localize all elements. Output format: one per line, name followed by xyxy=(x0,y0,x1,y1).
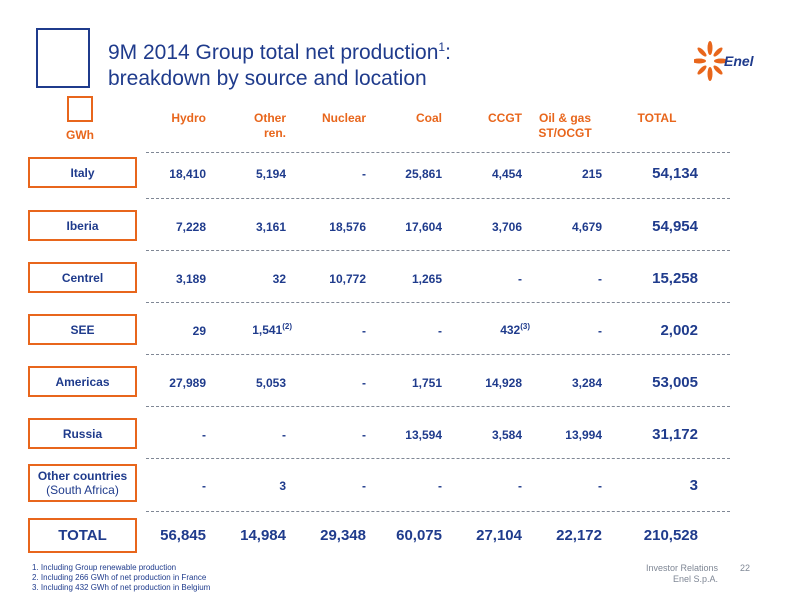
cell-russia-hydro: - xyxy=(202,428,206,442)
decorative-orange-square xyxy=(67,96,93,122)
cell-russia-nuclear: - xyxy=(362,428,366,442)
cell-iberia-ccgt: 3,706 xyxy=(491,220,522,234)
cell-russia-other: - xyxy=(282,428,286,442)
cell-iberia-total: 54,954 xyxy=(652,218,698,235)
cell-russia-oil: 13,994 xyxy=(565,428,602,442)
cell-centrel-coal: 1,265 xyxy=(411,272,442,286)
cell-americas-total: 53,005 xyxy=(652,374,698,391)
cell-centrel-other: 32 xyxy=(272,272,286,286)
row-label-centrel: Centrel xyxy=(28,262,137,293)
unit-label: GWh xyxy=(66,128,94,142)
cell-centrel-hydro: 3,189 xyxy=(175,272,206,286)
header-hydro: Hydro xyxy=(171,111,206,125)
cell-other-countries-other: 3 xyxy=(279,479,286,493)
cell-italy-coal: 25,861 xyxy=(405,167,442,181)
cell-centrel-total: 15,258 xyxy=(652,270,698,287)
cell-total-other: 14,984 xyxy=(240,527,286,544)
header-ccgt: CCGT xyxy=(488,111,522,125)
cell-iberia-hydro: 7,228 xyxy=(175,220,206,234)
row-label-italy: Italy xyxy=(28,157,137,188)
row-separator xyxy=(146,458,730,459)
cell-americas-hydro: 27,989 xyxy=(169,376,206,390)
cell-see-coal: - xyxy=(438,324,442,338)
cell-italy-other: 5,194 xyxy=(255,167,286,181)
cell-see-other: 1,541(2) xyxy=(252,322,292,337)
row-separator xyxy=(146,354,730,355)
cell-see-oil: - xyxy=(598,324,602,338)
cell-total-hydro: 56,845 xyxy=(160,527,206,544)
cell-other-countries-hydro: - xyxy=(202,479,206,493)
row-label-russia: Russia xyxy=(28,418,137,449)
cell-centrel-oil: - xyxy=(598,272,602,286)
cell-other-countries-ccgt: - xyxy=(518,479,522,493)
cell-iberia-oil: 4,679 xyxy=(571,220,602,234)
cell-russia-total: 31,172 xyxy=(652,426,698,443)
footnote-2: 2. Including 266 GWh of net production i… xyxy=(32,573,207,582)
row-label-total: TOTAL xyxy=(28,518,137,553)
row-label-iberia: Iberia xyxy=(28,210,137,241)
cell-total-total: 210,528 xyxy=(643,527,698,544)
cell-total-ccgt: 27,104 xyxy=(476,527,522,544)
row-separator xyxy=(146,406,730,407)
row-separator xyxy=(146,302,730,303)
cell-other-countries-oil: - xyxy=(598,479,602,493)
header-nuclear: Nuclear xyxy=(321,111,366,125)
header-other-ren: Other ren. xyxy=(253,111,286,140)
cell-other-countries-total: 3 xyxy=(689,477,698,494)
cell-italy-hydro: 18,410 xyxy=(169,167,206,181)
cell-iberia-nuclear: 18,576 xyxy=(329,220,366,234)
cell-italy-ccgt: 4,454 xyxy=(491,167,522,181)
cell-americas-nuclear: - xyxy=(362,376,366,390)
header-coal: Coal xyxy=(415,111,442,125)
enel-flower-icon xyxy=(692,41,728,81)
logo-text: Enel xyxy=(724,53,754,69)
cell-centrel-nuclear: 10,772 xyxy=(329,272,366,286)
cell-russia-coal: 13,594 xyxy=(405,428,442,442)
row-label-other-countries: Other countries (South Africa) xyxy=(28,464,137,502)
header-total: TOTAL xyxy=(637,111,677,125)
page-title: 9M 2014 Group total net production1: bre… xyxy=(108,40,451,90)
decorative-blue-square xyxy=(36,28,90,88)
cell-other-countries-coal: - xyxy=(438,479,442,493)
cell-centrel-ccgt: - xyxy=(518,272,522,286)
row-separator xyxy=(146,198,730,199)
header-oil-gas: Oil & gas ST/OCGT xyxy=(538,111,592,140)
cell-italy-nuclear: - xyxy=(362,167,366,181)
cell-italy-total: 54,134 xyxy=(652,165,698,182)
row-separator xyxy=(146,152,730,153)
row-label-americas: Americas xyxy=(28,366,137,397)
cell-see-nuclear: - xyxy=(362,324,366,338)
cell-americas-oil: 3,284 xyxy=(571,376,602,390)
cell-italy-oil: 215 xyxy=(581,167,602,181)
cell-see-total: 2,002 xyxy=(660,322,698,339)
cell-see-hydro: 29 xyxy=(192,324,206,338)
enel-logo: Enel xyxy=(692,40,766,82)
cell-americas-ccgt: 14,928 xyxy=(485,376,522,390)
footnote-1: 1. Including Group renewable production xyxy=(32,563,177,572)
cell-russia-ccgt: 3,584 xyxy=(491,428,522,442)
cell-americas-coal: 1,751 xyxy=(411,376,442,390)
row-separator xyxy=(146,250,730,251)
page-number: 22 xyxy=(740,563,751,573)
cell-see-ccgt: 432(3) xyxy=(500,322,530,337)
cell-iberia-other: 3,161 xyxy=(255,220,286,234)
cell-other-countries-nuclear: - xyxy=(362,479,366,493)
row-label-see: SEE xyxy=(28,314,137,345)
cell-total-coal: 60,075 xyxy=(396,527,442,544)
cell-total-oil: 22,172 xyxy=(556,527,602,544)
cell-total-nuclear: 29,348 xyxy=(320,527,366,544)
footnote-3: 3. Including 432 GWh of net production i… xyxy=(32,583,211,592)
row-separator xyxy=(146,511,730,512)
cell-iberia-coal: 17,604 xyxy=(405,220,442,234)
footer-company: Investor Relations Enel S.p.A. xyxy=(645,563,718,584)
cell-americas-other: 5,053 xyxy=(255,376,286,390)
